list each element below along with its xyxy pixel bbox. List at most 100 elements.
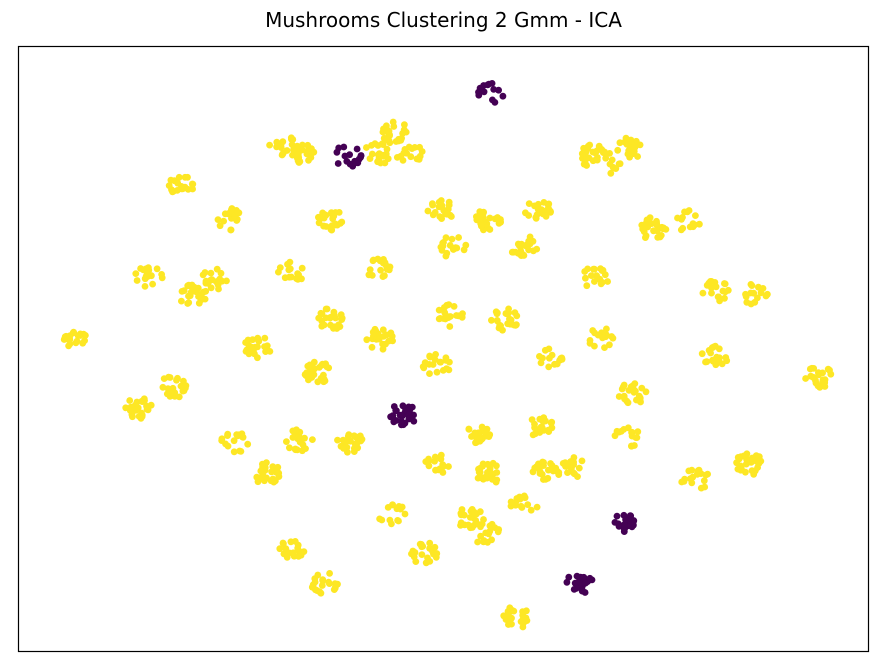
data-point	[426, 539, 434, 547]
data-point	[280, 550, 288, 558]
data-point	[178, 297, 185, 305]
data-point	[601, 344, 608, 351]
data-point	[277, 144, 285, 152]
data-point	[138, 413, 146, 420]
data-point	[132, 406, 140, 414]
data-point	[379, 273, 387, 280]
data-point	[563, 578, 571, 586]
data-point	[389, 413, 397, 421]
data-point	[425, 458, 433, 465]
data-point	[76, 332, 84, 339]
data-point	[185, 299, 193, 306]
data-point	[701, 483, 709, 491]
data-point	[567, 458, 575, 465]
data-point	[184, 173, 191, 181]
data-point	[583, 162, 590, 169]
data-point	[802, 375, 809, 382]
data-point	[674, 214, 681, 222]
data-point	[584, 265, 591, 273]
data-point	[716, 297, 723, 305]
data-point	[519, 611, 527, 619]
data-point	[268, 468, 275, 476]
data-point	[614, 146, 622, 154]
data-point	[580, 573, 588, 581]
data-point	[486, 214, 494, 222]
data-point	[457, 511, 465, 519]
data-point	[450, 246, 457, 253]
data-point	[431, 453, 439, 461]
data-point	[290, 146, 297, 154]
data-point	[379, 345, 387, 353]
data-point	[702, 358, 709, 366]
data-point	[392, 407, 400, 414]
data-point	[318, 582, 326, 589]
data-point	[698, 350, 706, 358]
data-point	[318, 317, 326, 325]
data-point	[195, 299, 203, 307]
data-point	[506, 315, 513, 323]
data-point	[743, 298, 751, 306]
data-point	[516, 495, 524, 503]
data-point	[476, 84, 484, 92]
data-point	[422, 559, 430, 567]
data-point	[539, 418, 547, 426]
data-point	[302, 372, 310, 379]
data-point	[244, 440, 252, 448]
data-point	[611, 432, 619, 440]
data-point	[439, 461, 447, 469]
data-point	[216, 275, 224, 283]
data-point	[227, 226, 235, 234]
data-point	[754, 294, 761, 302]
data-point	[298, 146, 306, 154]
data-point	[368, 142, 375, 149]
data-point	[445, 463, 452, 470]
data-point	[533, 503, 541, 511]
data-point	[578, 587, 586, 595]
data-point	[466, 514, 474, 521]
data-point	[540, 199, 548, 206]
data-point	[470, 508, 478, 516]
data-point	[615, 393, 623, 400]
data-point	[122, 404, 130, 412]
data-point	[545, 345, 553, 353]
data-point	[159, 383, 167, 391]
data-point	[323, 305, 331, 313]
data-point	[286, 265, 294, 273]
data-point	[188, 283, 196, 291]
data-point	[331, 584, 339, 591]
data-point	[384, 504, 392, 511]
data-point	[234, 208, 241, 216]
data-point	[225, 209, 233, 217]
data-point	[189, 185, 197, 193]
data-point	[723, 357, 731, 365]
data-point	[653, 219, 660, 227]
data-point	[280, 540, 287, 548]
data-point	[350, 448, 358, 455]
data-point	[413, 155, 421, 163]
data-point	[399, 130, 406, 137]
data-point	[814, 382, 822, 390]
data-point	[721, 288, 729, 296]
data-point	[207, 269, 215, 277]
data-point	[806, 365, 814, 373]
data-point	[192, 288, 200, 296]
data-point	[687, 475, 694, 483]
data-point	[611, 519, 619, 526]
data-point	[431, 543, 439, 551]
data-point	[160, 375, 168, 382]
data-point	[446, 323, 454, 330]
data-point	[286, 444, 293, 452]
data-point	[326, 570, 333, 577]
data-point	[441, 309, 449, 316]
data-point	[476, 464, 484, 472]
data-point	[519, 251, 527, 258]
data-point	[266, 348, 274, 355]
data-point	[721, 280, 728, 287]
data-point	[311, 575, 319, 583]
data-point	[621, 395, 628, 403]
data-point	[174, 374, 181, 382]
data-point	[462, 241, 470, 249]
data-point	[396, 411, 404, 419]
data-point	[489, 459, 497, 467]
data-point	[261, 343, 268, 350]
